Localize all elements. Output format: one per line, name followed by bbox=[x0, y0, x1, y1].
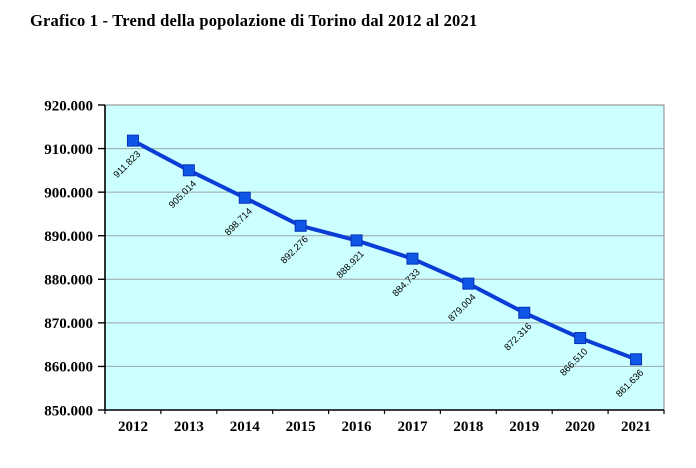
y-axis-tick-label: 870.000 bbox=[44, 316, 93, 332]
x-axis-category-label: 2021 bbox=[621, 419, 651, 435]
y-axis-tick-label: 850.000 bbox=[44, 403, 93, 419]
data-point-marker bbox=[518, 306, 531, 319]
x-axis-category-label: 2017 bbox=[397, 419, 428, 435]
y-axis-tick-label: 920.000 bbox=[44, 98, 93, 114]
x-axis-category-label: 2015 bbox=[286, 419, 316, 435]
series-line bbox=[130, 138, 639, 362]
y-axis-tick-label: 910.000 bbox=[44, 142, 93, 158]
chart-title: Grafico 1 - Trend della popolazione di T… bbox=[30, 11, 478, 30]
y-axis-tick-label: 890.000 bbox=[44, 229, 93, 245]
x-axis-category-label: 2014 bbox=[230, 419, 261, 435]
y-axis-tick-label: 900.000 bbox=[44, 185, 93, 201]
x-axis-category-label: 2020 bbox=[565, 419, 595, 435]
data-point-marker bbox=[406, 252, 419, 265]
y-axis-tick-label: 880.000 bbox=[44, 273, 93, 289]
data-point-marker bbox=[462, 277, 475, 290]
x-axis-category-label: 2013 bbox=[174, 419, 204, 435]
data-point-marker bbox=[350, 234, 363, 247]
data-point-marker bbox=[294, 219, 307, 232]
plot-area bbox=[104, 104, 665, 411]
data-point-marker bbox=[238, 191, 251, 204]
data-point-marker bbox=[182, 164, 195, 177]
x-axis-category-label: 2012 bbox=[118, 419, 148, 435]
data-point-marker bbox=[574, 332, 587, 345]
y-axis-tick-label: 860.000 bbox=[44, 360, 93, 376]
x-axis-category-label: 2018 bbox=[453, 419, 483, 435]
x-axis-category-label: 2019 bbox=[509, 419, 539, 435]
data-point-marker bbox=[126, 134, 139, 147]
data-point-marker bbox=[630, 353, 643, 366]
x-axis-category-label: 2016 bbox=[342, 419, 373, 435]
